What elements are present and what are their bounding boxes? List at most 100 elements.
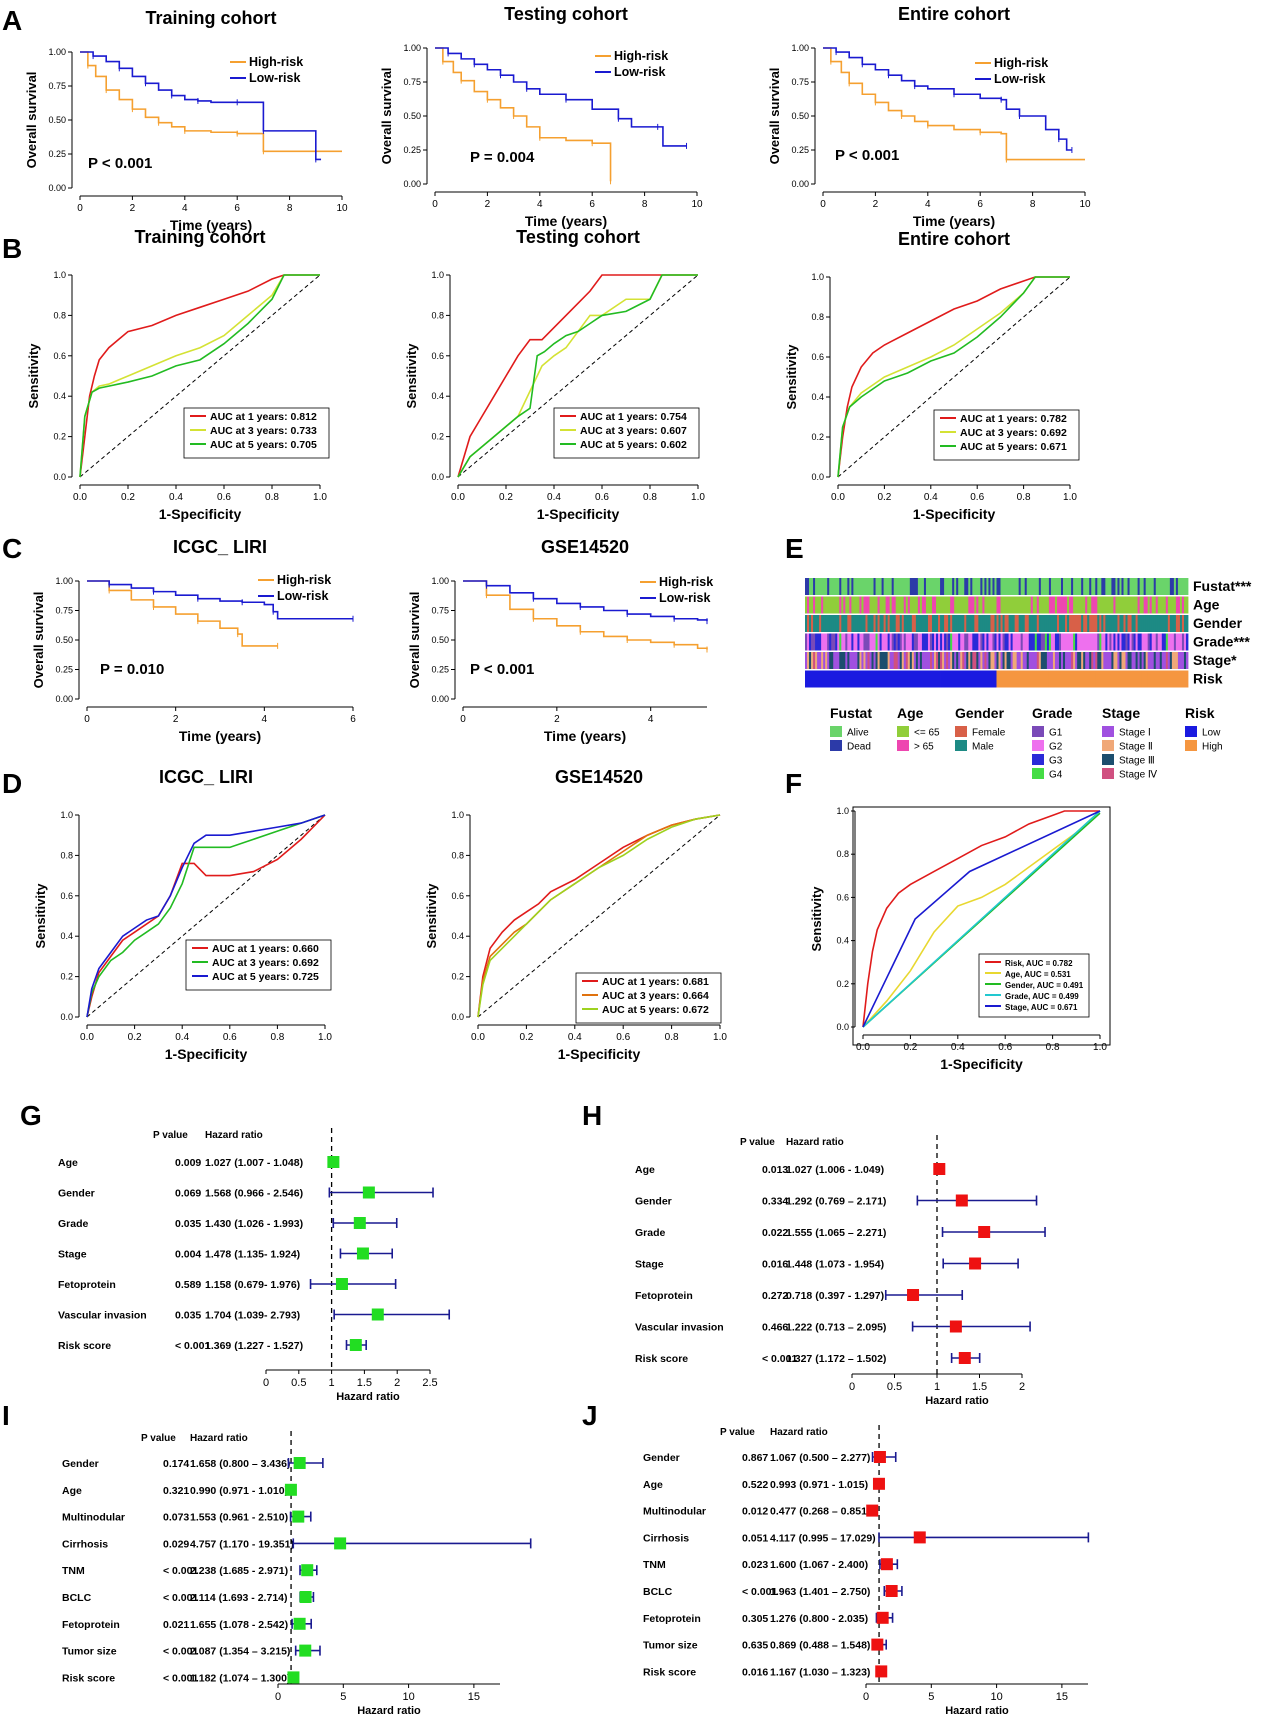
heatmap-cell bbox=[1099, 633, 1102, 651]
heatmap-cell bbox=[974, 670, 977, 688]
x-tick-label: 6 bbox=[234, 203, 240, 214]
y-tick-label: 0.0 bbox=[836, 1022, 849, 1032]
heatmap-cell bbox=[811, 670, 814, 688]
heatmap-cell bbox=[964, 670, 967, 688]
heatmap-cell bbox=[807, 596, 810, 614]
heatmap-cell bbox=[1101, 578, 1104, 595]
heatmap-cell bbox=[980, 633, 983, 651]
hazard-ratio-text: 1.167 (1.030 – 1.323) bbox=[770, 1666, 870, 1678]
heatmap-cell bbox=[1085, 652, 1088, 669]
y-tick-label: 1.00 bbox=[48, 47, 66, 57]
heatmap-cell bbox=[1079, 652, 1082, 669]
x-tick-label: 2 bbox=[173, 714, 179, 725]
heatmap-cell bbox=[1034, 596, 1038, 614]
heatmap-cell bbox=[1046, 578, 1050, 595]
heatmap-cell bbox=[1177, 652, 1181, 669]
heatmap-cell bbox=[873, 652, 876, 669]
heatmap-cell bbox=[1099, 615, 1102, 632]
heatmap-cell bbox=[1036, 596, 1040, 614]
heatmap-cell bbox=[1133, 633, 1136, 651]
heatmap-cell bbox=[1157, 578, 1161, 595]
heatmap-cell bbox=[978, 578, 981, 595]
p-value-label: P = 0.010 bbox=[100, 661, 164, 678]
heatmap-cell bbox=[1133, 615, 1136, 632]
heatmap-cell bbox=[1038, 578, 1042, 595]
heatmap-cell bbox=[1107, 670, 1110, 688]
heatmap-cell bbox=[923, 596, 927, 614]
heatmap-cell bbox=[839, 652, 842, 669]
heatmap-cell bbox=[1145, 578, 1149, 595]
y-tick-label: 0.50 bbox=[48, 115, 66, 125]
heatmap-cell bbox=[811, 596, 814, 614]
heatmap-cell bbox=[815, 670, 818, 688]
legend-label: G3 bbox=[1049, 756, 1063, 767]
heatmap-cell bbox=[998, 670, 1001, 688]
heatmap-cell bbox=[887, 615, 891, 632]
legend-swatch bbox=[1102, 768, 1114, 779]
y-tick-label: 0.4 bbox=[431, 391, 444, 401]
legend-label: Stage Ⅱ bbox=[1119, 742, 1153, 753]
heatmap-cell bbox=[1095, 670, 1098, 688]
heatmap-cell bbox=[1028, 596, 1032, 614]
x-tick-label: 0.8 bbox=[1046, 1042, 1060, 1053]
variable-label: Fetoprotein bbox=[58, 1279, 116, 1291]
heatmap-cell bbox=[905, 578, 909, 595]
series-line-0 bbox=[862, 810, 1100, 1028]
heatmap-cell bbox=[819, 615, 822, 632]
heatmap-cell bbox=[921, 596, 925, 614]
heatmap-cell bbox=[970, 633, 973, 651]
heatmap-cell bbox=[925, 615, 929, 632]
heatmap-cell bbox=[1179, 615, 1183, 632]
heatmap-cell bbox=[929, 633, 933, 651]
heatmap-cell bbox=[1044, 615, 1048, 632]
heatmap-cell bbox=[879, 633, 882, 651]
heatmap-cell bbox=[1109, 596, 1112, 614]
heatmap-cell bbox=[982, 652, 985, 669]
heatmap-cell bbox=[1125, 652, 1128, 669]
heatmap-cell bbox=[1149, 670, 1153, 688]
p-value: 0.004 bbox=[175, 1249, 201, 1261]
hazard-ratio-text: 1.448 (1.073 - 1.954) bbox=[786, 1259, 884, 1271]
heatmap-cell bbox=[893, 578, 897, 595]
heatmap-cell bbox=[948, 615, 951, 632]
heatmap-cell bbox=[1155, 596, 1159, 614]
heatmap-cell bbox=[873, 633, 876, 651]
heatmap-cell bbox=[1022, 652, 1026, 669]
x-tick-label: 0 bbox=[77, 203, 83, 214]
heatmap-cell bbox=[1123, 652, 1126, 669]
y-tick-label: 1.0 bbox=[811, 272, 824, 282]
variable-label: Gender bbox=[62, 1458, 99, 1470]
heatmap-cell bbox=[1119, 596, 1122, 614]
x-tick-label: 0.0 bbox=[80, 1032, 94, 1043]
heatmap-cell bbox=[1014, 652, 1018, 669]
heatmap-cell bbox=[855, 596, 858, 614]
heatmap-cell bbox=[1171, 596, 1175, 614]
heatmap-cell bbox=[1085, 615, 1088, 632]
heatmap-cell bbox=[1185, 633, 1189, 651]
chart-title: Entire cohort bbox=[898, 229, 1010, 249]
heatmap-cell bbox=[915, 633, 919, 651]
heatmap-cell bbox=[1052, 633, 1056, 651]
heatmap-cell bbox=[1071, 578, 1074, 595]
heatmap-cell bbox=[915, 596, 919, 614]
heatmap-cell bbox=[1093, 670, 1096, 688]
y-tick-label: 0.50 bbox=[55, 635, 73, 645]
heatmap-cell bbox=[829, 670, 832, 688]
heatmap-cell bbox=[1010, 578, 1014, 595]
heatmap-cell bbox=[1131, 670, 1134, 688]
heatmap-cell bbox=[942, 670, 945, 688]
heatmap-cell bbox=[1119, 670, 1122, 688]
legend-group-title: Gender bbox=[955, 705, 1005, 721]
heatmap-cell bbox=[1089, 670, 1092, 688]
heatmap-cell bbox=[857, 596, 860, 614]
p-value: 0.522 bbox=[742, 1479, 768, 1491]
heatmap-cell bbox=[1006, 596, 1009, 614]
chart-title: GSE14520 bbox=[555, 767, 643, 787]
heatmap-cell bbox=[877, 615, 880, 632]
heatmap-cell bbox=[1042, 652, 1046, 669]
variable-label: Tumor size bbox=[62, 1646, 117, 1658]
heatmap-cell bbox=[1157, 633, 1161, 651]
y-tick-label: 1.0 bbox=[451, 810, 464, 820]
heatmap-cell bbox=[1109, 633, 1112, 651]
heatmap-cell bbox=[1052, 652, 1056, 669]
